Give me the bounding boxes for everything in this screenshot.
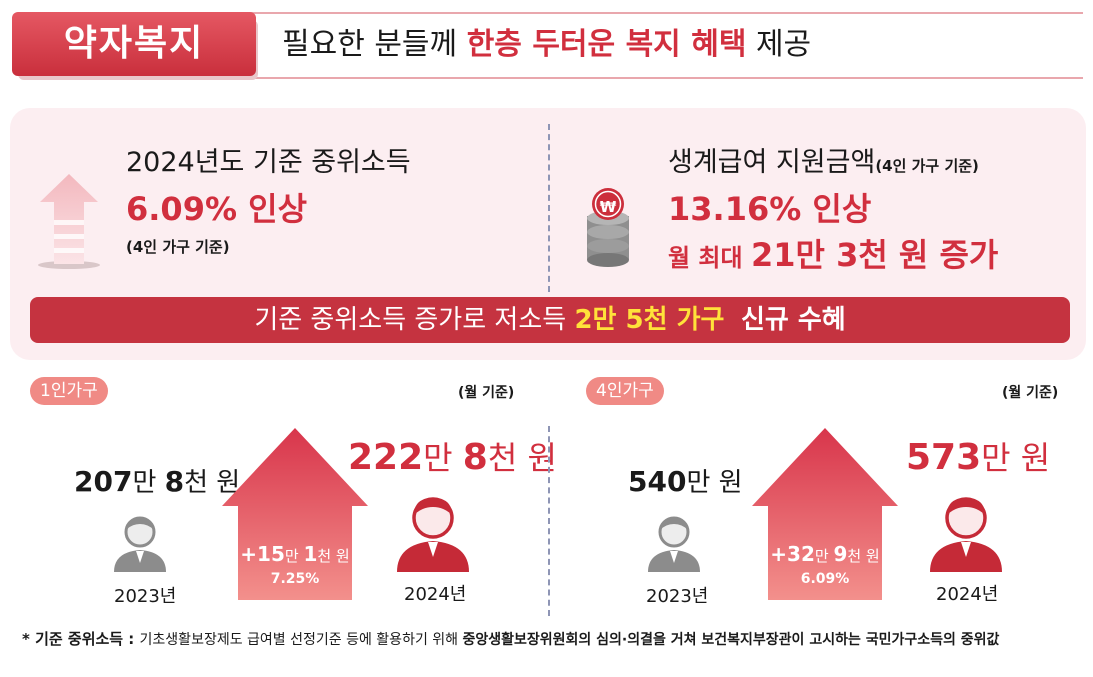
headline-pre: 필요한 분들께 — [282, 27, 467, 62]
one-person-increase-rate: 7.25% — [270, 571, 320, 587]
person-2023-icon — [114, 516, 166, 572]
four-person-pill: 4인가구 — [586, 377, 664, 405]
up-arrow-icon — [38, 174, 100, 269]
median-income-note: (4인 가구 기준) — [126, 238, 230, 256]
summary-divider — [548, 124, 550, 292]
four-person-increase-rate: 6.09% — [800, 571, 850, 587]
livelihood-benefit-max: 월 최대 21만 3천 원 증가 — [668, 236, 999, 274]
one-person-2023-amount: 207만 8천 원 — [74, 465, 241, 498]
median-income-increase: 6.09% 인상 — [126, 190, 308, 228]
livelihood-benefit-note: (4인 가구 기준) — [875, 157, 979, 175]
four-person-2024-year: 2024년 — [936, 584, 999, 605]
footnote: * 기준 중위소득 : 기초생활보장제도 급여별 선정기준 등에 활용하기 위해… — [22, 630, 1000, 648]
livelihood-benefit-increase: 13.16% 인상 — [668, 190, 872, 228]
increase-arrow-one-person — [222, 428, 368, 600]
four-person-2023-year: 2023년 — [646, 586, 709, 607]
four-person-increase-amount: +32만 9천 원 — [770, 542, 880, 566]
one-person-increase-amount: +15만 1천 원 — [240, 542, 350, 566]
one-person-2024-amount: 222만 8천 원 — [348, 437, 557, 478]
category-badge: 약자복지 — [12, 12, 256, 76]
four-person-2023-amount: 540만 원 — [628, 465, 743, 498]
median-income-title: 2024년도 기준 중위소득 — [126, 147, 411, 178]
headline-highlight: 한층 두터운 복지 혜택 — [466, 27, 747, 62]
headline: 필요한 분들께 한층 두터운 복지 혜택 제공 — [282, 22, 811, 68]
increase-arrow-four-person — [752, 428, 898, 600]
header-rule-top — [250, 12, 1083, 14]
one-person-2023-year: 2023년 — [114, 586, 177, 607]
one-person-2024-year: 2024년 — [404, 584, 467, 605]
new-beneficiary-banner: 기준 중위소득 증가로 저소득 2만 5천 가구 신규 수혜 — [30, 297, 1070, 343]
headline-post: 제공 — [746, 27, 812, 62]
coin-stack-icon — [587, 188, 629, 267]
person-2024-icon — [930, 497, 1002, 572]
livelihood-benefit-title: 생계급여 지원금액(4인 가구 기준) — [668, 147, 979, 178]
person-2024-icon — [397, 497, 469, 572]
person-2023-icon — [648, 516, 700, 572]
four-person-monthly-note: (월 기준) — [1002, 385, 1059, 401]
four-person-2024-amount: 573만 원 — [906, 437, 1051, 478]
household-divider — [548, 426, 550, 616]
won-symbol: ₩ — [599, 198, 617, 216]
one-person-monthly-note: (월 기준) — [458, 385, 515, 401]
one-person-pill: 1인가구 — [30, 377, 108, 405]
header-rule-bottom — [250, 77, 1083, 79]
banner-highlight: 2만 5천 가구 — [574, 305, 725, 335]
